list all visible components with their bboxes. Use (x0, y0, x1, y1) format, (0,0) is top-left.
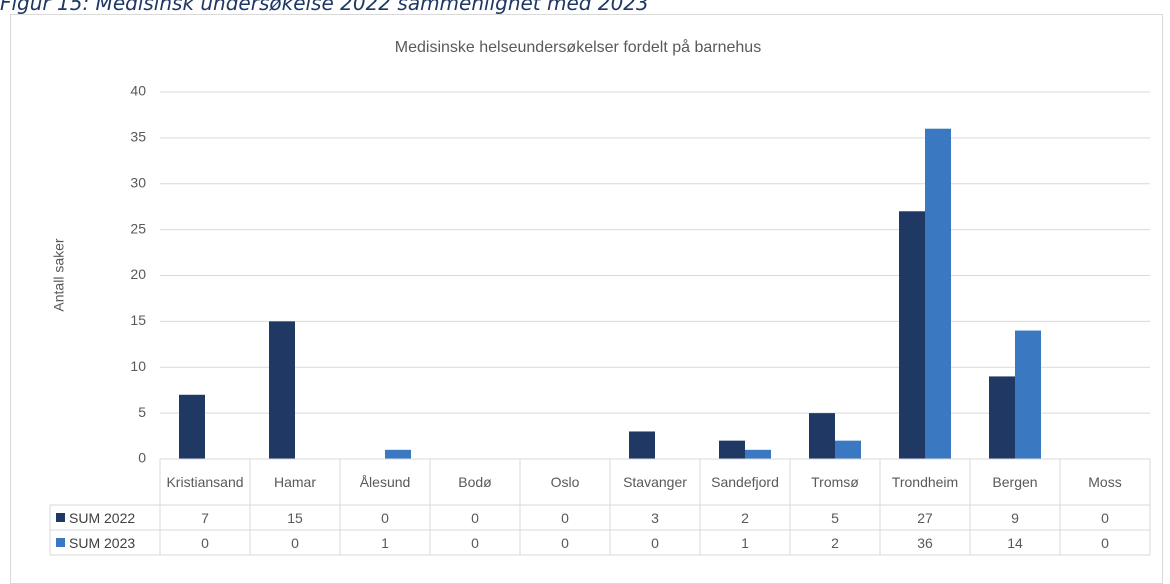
bar (745, 449, 771, 459)
x-tick-label: Stavanger (623, 474, 687, 490)
x-tick-label: Trondheim (891, 474, 959, 490)
table-value: 5 (831, 509, 839, 526)
y-tick-label: 30 (130, 174, 146, 190)
legend-swatch (56, 513, 65, 522)
table-value: 0 (1101, 509, 1109, 526)
legend-label: SUM 2022 (69, 509, 136, 526)
table-value: 2 (831, 534, 839, 551)
x-tick-label: Bodø (458, 474, 492, 490)
table-value: 14 (1007, 534, 1023, 551)
table-value: 15 (287, 509, 303, 526)
y-tick-label: 10 (130, 358, 146, 374)
y-tick-label: 0 (138, 450, 146, 466)
y-tick-label: 40 (130, 83, 146, 99)
x-tick-label: Bergen (992, 474, 1038, 490)
bar (809, 413, 835, 459)
legend-entry: SUM 2023 (50, 530, 160, 555)
table-value: 9 (1011, 509, 1019, 526)
y-tick-label: 25 (130, 220, 146, 236)
y-tick-label: 5 (138, 404, 146, 420)
chart-title: Medisinske helseundersøkelser fordelt på… (395, 38, 761, 56)
bar (269, 321, 295, 459)
table-value: 7 (201, 509, 209, 526)
table-value: 0 (291, 534, 299, 551)
legend-label: SUM 2023 (69, 534, 136, 551)
bar (719, 440, 745, 459)
legend-swatch (56, 538, 65, 547)
bar (835, 440, 861, 459)
y-axis-label: Antall saker (51, 238, 67, 311)
table-value: 2 (741, 509, 749, 526)
table-value: 0 (1101, 534, 1109, 551)
table-value: 0 (201, 534, 209, 551)
x-tick-label: Kristiansand (166, 474, 244, 490)
bar (989, 376, 1015, 459)
caption: Figur 15: Medisinsk undersøkelse 2022 sa… (0, 0, 649, 15)
y-tick-label: 20 (130, 266, 146, 282)
table-value: 0 (471, 534, 479, 551)
bar (1015, 330, 1041, 459)
y-tick-label: 35 (130, 129, 146, 145)
legend-entry: SUM 2022 (50, 505, 160, 530)
x-tick-label: Sandefjord (711, 474, 779, 490)
bar (385, 449, 411, 459)
table-value: 0 (651, 534, 659, 551)
bar (179, 394, 205, 459)
table-value: 0 (561, 509, 569, 526)
y-tick-label: 15 (130, 312, 146, 328)
table-value: 0 (471, 509, 479, 526)
x-tick-label: Oslo (550, 474, 580, 490)
bar (925, 128, 951, 459)
bar (629, 431, 655, 459)
x-tick-label: Moss (1088, 474, 1122, 490)
table-value: 0 (561, 534, 569, 551)
table-value: 3 (651, 509, 659, 526)
table-value: 0 (381, 509, 389, 526)
table-value: 1 (741, 534, 749, 551)
x-tick-label: Tromsø (811, 474, 859, 490)
table-value: 27 (917, 509, 933, 526)
x-tick-label: Ålesund (359, 474, 411, 490)
x-tick-label: Hamar (273, 474, 316, 490)
table-value: 1 (381, 534, 389, 551)
bar (899, 211, 925, 459)
table-value: 36 (917, 534, 933, 551)
